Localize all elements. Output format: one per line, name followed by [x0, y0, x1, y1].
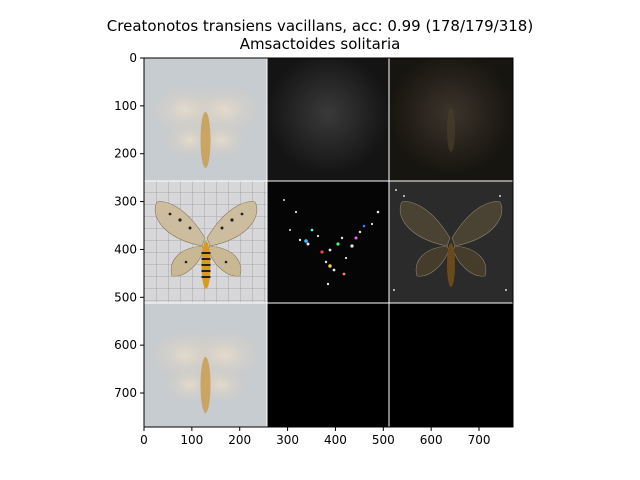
y-tick-label: 300	[114, 195, 137, 209]
y-axis: 0 100 200 300 400 500 600 700	[114, 51, 144, 400]
x-tick-label: 200	[228, 433, 251, 447]
x-tick-label: 100	[180, 433, 203, 447]
y-tick-label: 700	[114, 386, 137, 400]
y-tick-label: 0	[129, 51, 137, 65]
tile-r0-c1	[267, 58, 389, 181]
x-tick-label: 0	[140, 433, 148, 447]
tile-r2-c2	[389, 303, 513, 427]
tile-r2-c1	[267, 303, 389, 427]
x-tick-label: 400	[324, 433, 347, 447]
tile-r1-c0	[144, 181, 267, 303]
figure-title-line1: Creatonotos transiens vacillans, acc: 0.…	[106, 17, 534, 35]
axes-frame	[143, 57, 514, 428]
tile-r2-c0	[144, 303, 267, 427]
x-tick-label: 500	[372, 433, 395, 447]
y-tick-label: 200	[114, 147, 137, 161]
tile-r1-c2	[389, 181, 513, 303]
y-tick-label: 100	[114, 99, 137, 113]
x-tick-label: 600	[420, 433, 443, 447]
y-tick-label: 500	[114, 290, 137, 304]
figure-title-line2: Amsactoides solitaria	[239, 35, 401, 53]
y-tick-label: 400	[114, 242, 137, 256]
tile-r1-c1	[267, 181, 389, 303]
x-tick-label: 300	[276, 433, 299, 447]
x-tick-label: 700	[468, 433, 491, 447]
x-axis: 0 100 200 300 400 500 600 700	[140, 427, 490, 447]
tile-separators	[144, 58, 513, 427]
tile-r0-c2	[389, 58, 513, 181]
tile-r0-c0	[144, 58, 267, 181]
y-tick-label: 600	[114, 338, 137, 352]
